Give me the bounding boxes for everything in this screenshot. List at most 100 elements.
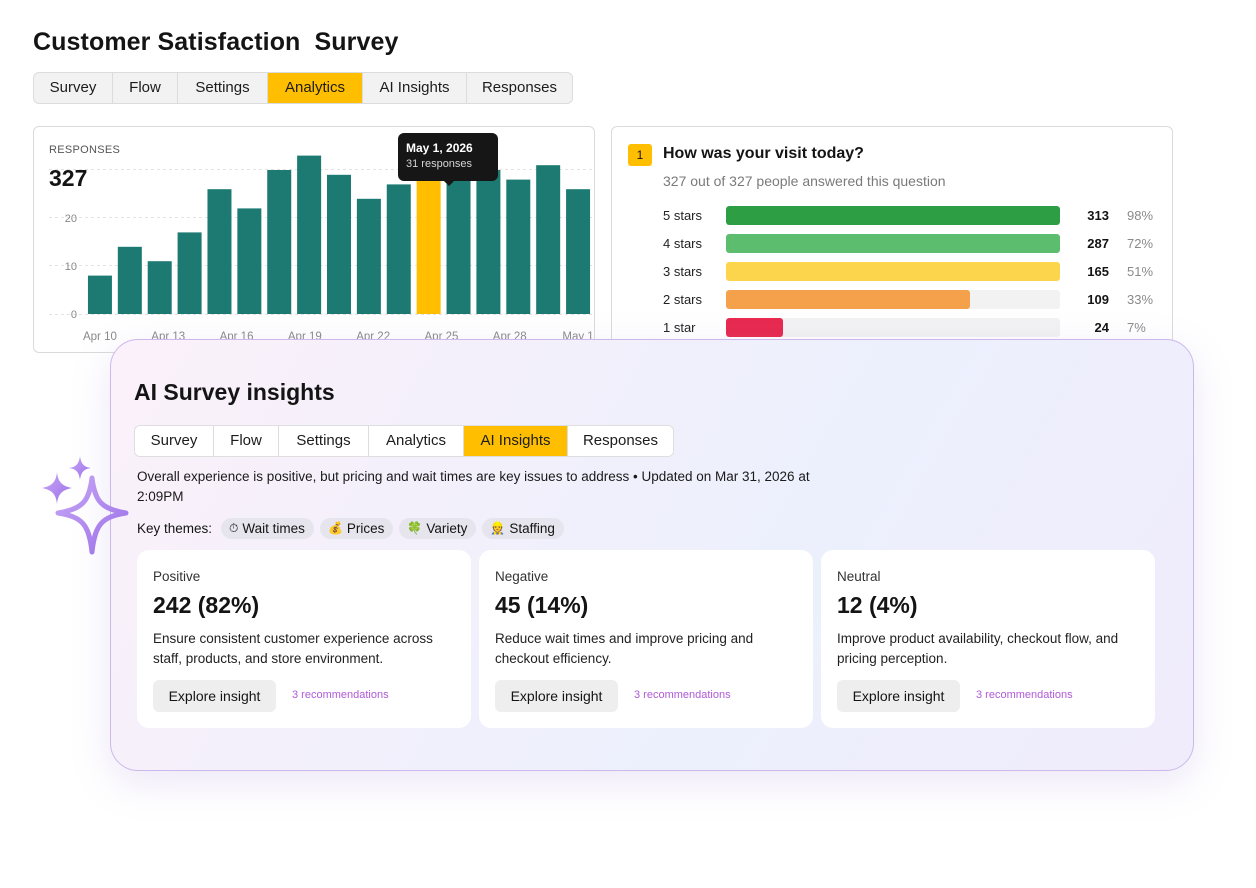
rating-bar-track bbox=[726, 206, 1060, 225]
recommendations-link[interactable]: 3 recommendations bbox=[976, 689, 1073, 701]
ai-insights-panel: AI Survey insights Survey Flow Settings … bbox=[110, 339, 1194, 771]
rating-percent: 72% bbox=[1127, 236, 1154, 251]
ai-tab-bar: Survey Flow Settings Analytics AI Insigh… bbox=[134, 425, 674, 457]
responses-chart-card: 0 10 20 Apr 10 Apr 13 Apr 16 Apr 19 Apr 22 Apr 2… bbox=[33, 126, 595, 353]
rating-label: 5 stars bbox=[663, 208, 703, 223]
tab-survey[interactable]: Survey bbox=[34, 73, 113, 103]
worker-icon: 👷 bbox=[490, 521, 506, 535]
chart-bar[interactable] bbox=[297, 155, 322, 314]
insight-card-negative: Negative 45 (14%) Reduce wait times and … bbox=[479, 550, 813, 728]
explore-insight-button[interactable]: Explore insight bbox=[495, 680, 618, 712]
chart-bar[interactable] bbox=[237, 208, 262, 314]
insight-label: Negative bbox=[495, 569, 549, 584]
rating-label: 1 star bbox=[663, 320, 696, 335]
rating-bar-track bbox=[726, 234, 1060, 253]
recommendations-link[interactable]: 3 recommendations bbox=[292, 689, 389, 701]
rating-label: 3 stars bbox=[663, 264, 703, 279]
chart-bar[interactable] bbox=[87, 275, 112, 314]
rating-bar-track bbox=[726, 262, 1060, 281]
tab-flow[interactable]: Flow bbox=[113, 73, 178, 103]
chart-bar[interactable] bbox=[147, 261, 172, 314]
insight-value: 242 (82%) bbox=[153, 592, 260, 618]
ai-tab-survey[interactable]: Survey bbox=[135, 426, 214, 456]
rating-bar-fill bbox=[726, 318, 783, 337]
insight-description: Reduce wait times and improve pricing an… bbox=[495, 631, 754, 666]
rating-percent: 33% bbox=[1127, 292, 1154, 307]
rating-percent: 7% bbox=[1127, 320, 1146, 335]
chart-bar[interactable] bbox=[327, 174, 351, 314]
money-bag-icon: 💰 bbox=[327, 521, 343, 535]
tooltip-date: May 1, 2026 bbox=[406, 141, 473, 155]
rating-bar-track bbox=[726, 318, 1060, 337]
ai-tab-flow[interactable]: Flow bbox=[214, 426, 279, 456]
tab-responses[interactable]: Responses bbox=[481, 79, 558, 96]
chart-bar[interactable] bbox=[356, 198, 381, 314]
chart-bar[interactable] bbox=[536, 165, 561, 314]
chart-bar-highlighted[interactable] bbox=[416, 160, 441, 314]
insight-label: Neutral bbox=[837, 569, 881, 584]
rating-count: 287 bbox=[1087, 236, 1109, 251]
chart-bar[interactable] bbox=[207, 189, 232, 314]
theme-chip-label: Staffing bbox=[509, 521, 555, 536]
rating-label: 2 stars bbox=[663, 292, 703, 307]
rating-row: 3 stars 165 51% bbox=[663, 262, 1163, 282]
rating-row: 5 stars 313 98% bbox=[663, 206, 1163, 226]
chart-bar[interactable] bbox=[386, 184, 411, 314]
rating-count: 24 bbox=[1094, 320, 1109, 335]
ai-tab-ai-insights[interactable]: AI Insights bbox=[464, 426, 568, 456]
x-tick-label: Apr 10 bbox=[83, 331, 117, 343]
explore-insight-button[interactable]: Explore insight bbox=[837, 680, 960, 712]
y-tick-label: 0 bbox=[71, 309, 77, 321]
chart-bar[interactable] bbox=[267, 170, 292, 314]
y-tick-label: 20 bbox=[65, 213, 77, 225]
theme-chip-wait-times[interactable]: ⏱ Wait times bbox=[221, 518, 314, 539]
ai-tab-settings[interactable]: Settings bbox=[279, 426, 369, 456]
insight-card-positive: Positive 242 (82%) Ensure consistent cus… bbox=[137, 550, 471, 728]
key-themes-label: Key themes: bbox=[137, 521, 213, 536]
theme-chip-variety[interactable]: 🍀 Variety bbox=[399, 518, 477, 539]
insight-label: Positive bbox=[153, 569, 201, 584]
ai-tab-analytics[interactable]: Analytics bbox=[369, 426, 464, 456]
stopwatch-icon: ⏱ bbox=[229, 521, 239, 535]
theme-chip-label: Wait times bbox=[242, 521, 305, 536]
page-title: Customer Satisfaction Survey bbox=[33, 28, 399, 56]
chart-label: RESPONSES bbox=[49, 144, 121, 156]
theme-chip-staffing[interactable]: 👷 Staffing bbox=[482, 518, 564, 539]
ai-tab-responses[interactable]: Responses bbox=[568, 426, 673, 456]
rating-bar-fill bbox=[726, 262, 1060, 281]
question-number-badge: 1 bbox=[628, 144, 652, 166]
theme-chip-label: Variety bbox=[426, 521, 468, 536]
tab-settings[interactable]: Settings bbox=[178, 73, 268, 103]
rating-count: 109 bbox=[1087, 292, 1109, 307]
rating-label: 4 stars bbox=[663, 236, 703, 251]
insight-value: 12 (4%) bbox=[837, 592, 918, 618]
top-tab-bar: Survey Flow Settings Analytics AI Insigh… bbox=[33, 72, 573, 104]
insight-description: Ensure consistent customer experience ac… bbox=[153, 631, 433, 666]
rating-row: 1 star 24 7% bbox=[663, 318, 1163, 338]
rating-row: 2 stars 109 33% bbox=[663, 290, 1163, 310]
chart-bar[interactable] bbox=[177, 232, 202, 314]
rating-bar-fill bbox=[726, 290, 970, 309]
chart-bar[interactable] bbox=[506, 179, 531, 314]
chart-bar[interactable] bbox=[446, 165, 471, 314]
rating-percent: 51% bbox=[1127, 264, 1154, 279]
question-subtitle: 327 out of 327 people answered this ques… bbox=[663, 173, 946, 189]
sparkle-icon bbox=[42, 456, 129, 555]
rating-count: 165 bbox=[1087, 264, 1109, 279]
chart-bar[interactable] bbox=[476, 170, 501, 314]
chart-bar[interactable] bbox=[566, 189, 591, 314]
key-themes: Key themes: ⏱ Wait times 💰 Prices 🍀 Variety… bbox=[137, 518, 564, 539]
question-card: 1 How was your visit today? 327 out of 3… bbox=[611, 126, 1173, 353]
tab-analytics[interactable]: Analytics bbox=[268, 73, 363, 103]
rating-bar-fill bbox=[726, 234, 1060, 253]
insight-description: Improve product availability, checkout f… bbox=[837, 631, 1119, 666]
recommendations-link[interactable]: 3 recommendations bbox=[634, 689, 731, 701]
theme-chip-prices[interactable]: 💰 Prices bbox=[319, 518, 394, 539]
ai-summary-text: Overall experience is positive, but pric… bbox=[137, 469, 810, 504]
insight-card-neutral: Neutral 12 (4%) Improve product availabi… bbox=[821, 550, 1155, 728]
tab-ai-insights[interactable]: AI Insights bbox=[363, 73, 467, 103]
explore-insight-button[interactable]: Explore insight bbox=[153, 680, 276, 712]
chart-bar[interactable] bbox=[117, 246, 142, 314]
chart-total: 327 bbox=[49, 165, 88, 191]
